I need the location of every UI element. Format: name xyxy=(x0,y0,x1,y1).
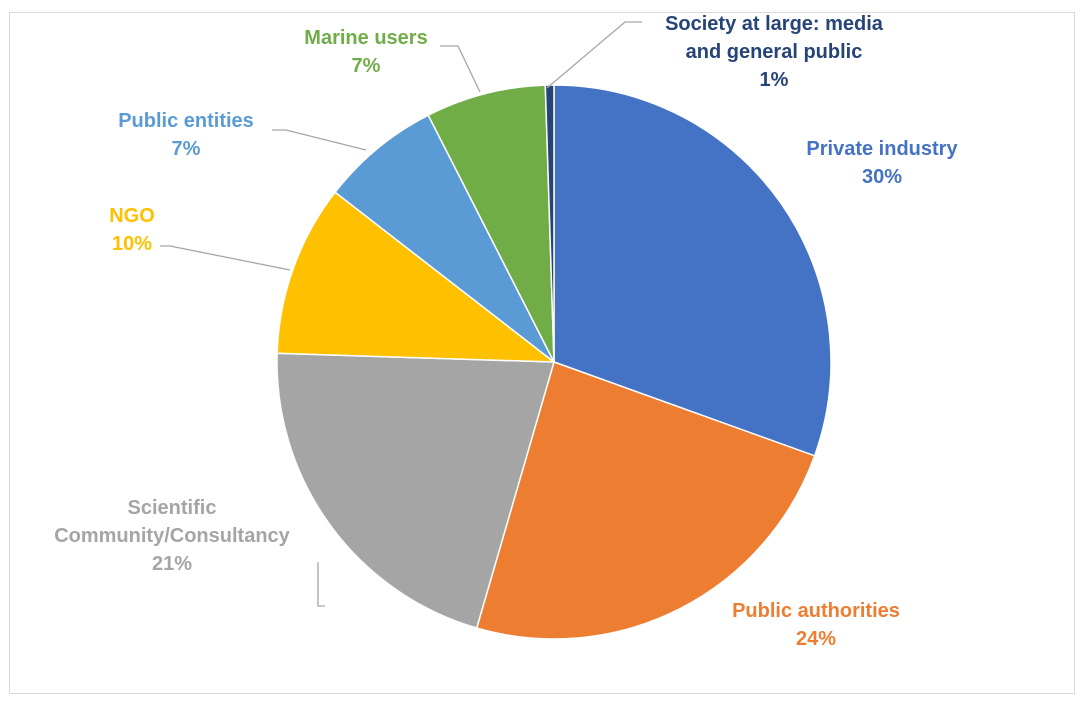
leader-line-5 xyxy=(440,45,481,93)
pie-slice-0 xyxy=(553,84,832,457)
slice-value-label-6: 1% xyxy=(760,69,789,91)
slice-label-3: NGO xyxy=(109,205,155,227)
slice-label-2-line-0: Scientific xyxy=(128,497,217,519)
leader-line-6 xyxy=(546,21,642,89)
slice-label-1: Public authorities xyxy=(732,600,900,622)
leader-line-3 xyxy=(160,245,291,271)
pie-slice-5 xyxy=(427,84,555,363)
slice-value-label-2: 21% xyxy=(152,553,192,575)
slice-value-label-4: 7% xyxy=(172,138,201,160)
slice-value-label-0: 30% xyxy=(862,166,902,188)
leader-line-4 xyxy=(272,129,367,151)
leader-line-2 xyxy=(317,562,325,607)
pie-slice-4 xyxy=(334,114,555,363)
slice-label-6-line-1: and general public xyxy=(686,41,863,63)
slice-label-2-line-1: Community/Consultancy xyxy=(54,525,290,547)
pie-slice-3 xyxy=(276,191,557,363)
slice-label-5: Marine users xyxy=(304,27,427,49)
pie-slice-1 xyxy=(475,361,816,640)
slice-label-0: Private industry xyxy=(806,138,958,160)
slice-value-label-3: 10% xyxy=(112,233,152,255)
pie-slice-2 xyxy=(276,352,555,629)
slice-value-label-1: 24% xyxy=(796,628,836,650)
slice-label-4: Public entities xyxy=(118,110,254,132)
slice-label-6-line-0: Society at large: media xyxy=(665,13,884,35)
slice-value-label-5: 7% xyxy=(352,55,381,77)
